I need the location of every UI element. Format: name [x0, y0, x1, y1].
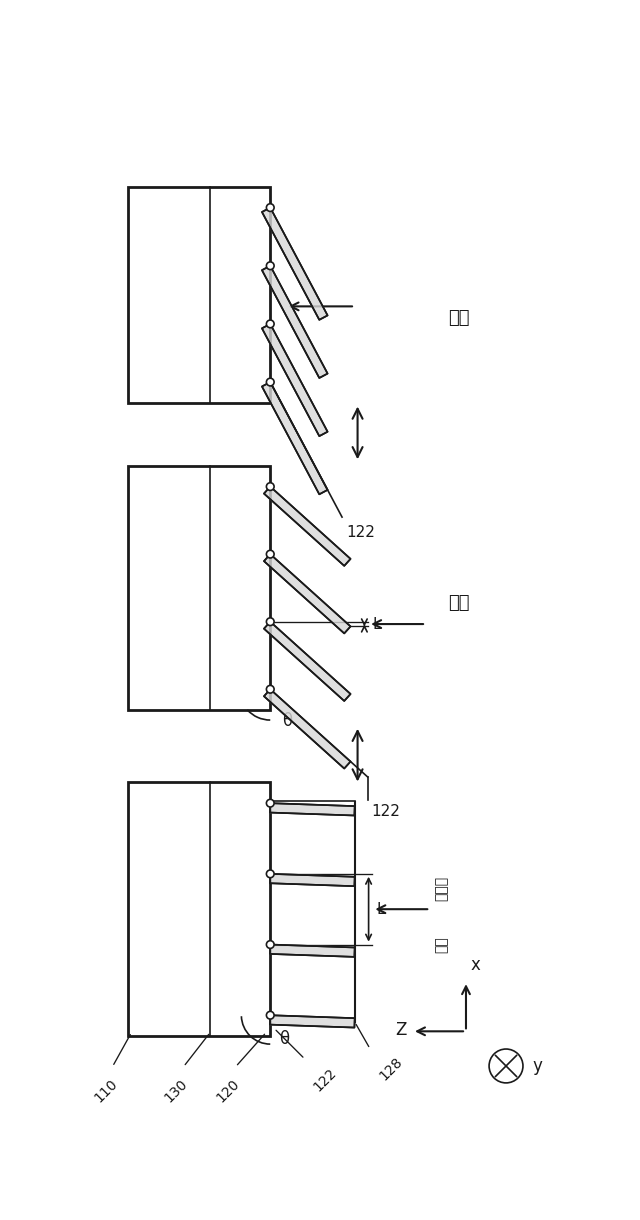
- Text: 全開: 全開: [434, 936, 448, 953]
- Text: L: L: [376, 902, 385, 916]
- Circle shape: [266, 1011, 274, 1019]
- Circle shape: [266, 378, 274, 386]
- Text: L: L: [372, 616, 381, 632]
- Text: 全閉: 全閉: [448, 309, 470, 327]
- Text: 130: 130: [161, 1077, 190, 1105]
- Circle shape: [266, 320, 274, 328]
- Text: 122: 122: [346, 525, 375, 539]
- Circle shape: [266, 204, 274, 211]
- Circle shape: [266, 941, 274, 948]
- Text: x: x: [470, 955, 480, 974]
- Text: θ: θ: [282, 712, 292, 731]
- Text: y: y: [532, 1057, 542, 1075]
- Polygon shape: [262, 266, 328, 378]
- Circle shape: [489, 1049, 523, 1083]
- Text: 中間: 中間: [448, 594, 470, 612]
- Polygon shape: [262, 382, 328, 494]
- Text: 120: 120: [214, 1077, 242, 1105]
- Polygon shape: [270, 1015, 355, 1027]
- Polygon shape: [262, 323, 328, 436]
- Bar: [128, 782, 270, 1036]
- Circle shape: [266, 870, 274, 877]
- Text: 128: 128: [376, 1054, 405, 1083]
- Polygon shape: [270, 803, 355, 815]
- Circle shape: [266, 799, 274, 806]
- Text: 122: 122: [310, 1065, 339, 1094]
- Text: 110: 110: [92, 1077, 120, 1105]
- Polygon shape: [262, 207, 328, 320]
- Bar: [128, 187, 270, 403]
- Polygon shape: [264, 487, 351, 566]
- Polygon shape: [264, 554, 351, 633]
- Text: Z: Z: [396, 1021, 407, 1038]
- Circle shape: [266, 617, 274, 626]
- Circle shape: [266, 483, 274, 490]
- Text: 輿射熱: 輿射熱: [434, 876, 448, 902]
- Polygon shape: [264, 689, 351, 769]
- Polygon shape: [264, 622, 351, 702]
- Text: 122: 122: [372, 804, 401, 819]
- Bar: [128, 466, 270, 710]
- Circle shape: [266, 686, 274, 693]
- Text: θ: θ: [279, 1031, 289, 1048]
- Circle shape: [266, 550, 274, 558]
- Circle shape: [266, 262, 274, 270]
- Polygon shape: [270, 944, 355, 956]
- Polygon shape: [270, 874, 355, 886]
